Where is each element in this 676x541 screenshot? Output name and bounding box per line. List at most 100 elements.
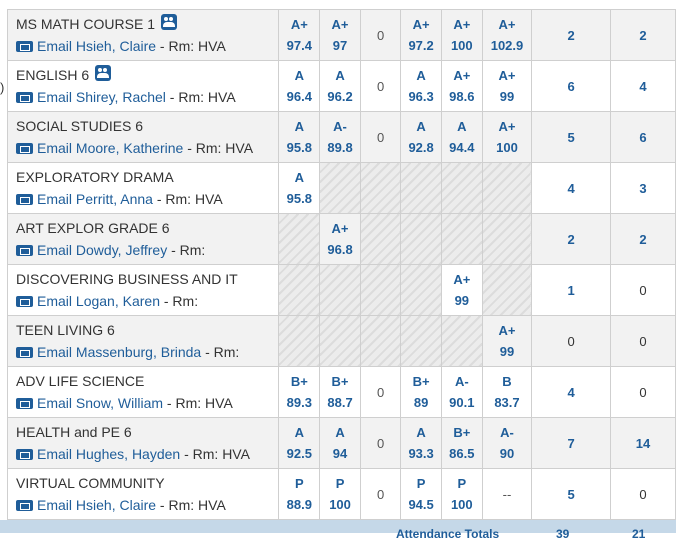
- email-teacher-link[interactable]: Email Perritt, Anna: [37, 191, 153, 207]
- grade-letter: A: [294, 170, 305, 185]
- room-label: - Rm: HVA: [165, 89, 236, 105]
- email-icon[interactable]: [16, 244, 33, 256]
- absences-count[interactable]: 5: [531, 111, 611, 163]
- grade-cell[interactable]: A+ 97.4: [278, 9, 321, 61]
- grade-letter: P: [295, 476, 304, 491]
- tardies-count: 0: [609, 264, 676, 316]
- grade-cell[interactable]: A+ 100: [440, 9, 483, 61]
- absences-count[interactable]: 7: [531, 417, 611, 469]
- grade-cell: [278, 213, 321, 265]
- email-icon[interactable]: [16, 346, 33, 358]
- teacher-line: Email Logan, Karen - Rm:: [16, 290, 278, 312]
- class-name-line: DISCOVERING BUSINESS AND IT: [16, 268, 278, 290]
- grade-cell[interactable]: A- 89.8: [319, 111, 361, 163]
- teacher-line: Email Shirey, Rachel - Rm: HVA: [16, 86, 278, 108]
- grade-letter: A+: [331, 221, 349, 236]
- grade-cell[interactable]: A+ 98.6: [440, 60, 483, 112]
- grade-cell[interactable]: A+ 97.2: [400, 9, 442, 61]
- group-icon[interactable]: [95, 65, 112, 82]
- email-icon[interactable]: [16, 142, 33, 154]
- grade-cell[interactable]: A+ 100: [481, 111, 533, 163]
- grade-cell[interactable]: B 83.7: [481, 366, 533, 418]
- grade-percent: 99: [499, 344, 515, 359]
- grade-cell[interactable]: A+ 96.8: [319, 213, 361, 265]
- grade-cell: [359, 162, 402, 214]
- grade-cell[interactable]: P 100: [440, 468, 483, 520]
- grade-cell[interactable]: B+ 86.5: [440, 417, 483, 469]
- absences-count[interactable]: 2: [531, 213, 611, 265]
- grade-letter: P: [416, 476, 426, 491]
- grade-cell[interactable]: A 92.5: [278, 417, 321, 469]
- grade-cell[interactable]: P 88.9: [278, 468, 321, 520]
- email-icon[interactable]: [16, 499, 33, 511]
- grade-cell[interactable]: A- 90.1: [440, 366, 483, 418]
- grade-cell[interactable]: A 96.4: [278, 60, 321, 112]
- grade-percent: 93.3: [408, 446, 434, 461]
- group-icon[interactable]: [160, 14, 177, 31]
- tardies-count[interactable]: 6: [609, 111, 676, 163]
- email-label: Email: [37, 140, 73, 156]
- absences-count[interactable]: 4: [531, 162, 611, 214]
- grade-cell[interactable]: P 94.5: [400, 468, 442, 520]
- tardies-count[interactable]: 3: [609, 162, 676, 214]
- grade-cell[interactable]: A 93.3: [400, 417, 442, 469]
- grade-cell[interactable]: A 96.3: [400, 60, 442, 112]
- email-icon[interactable]: [16, 91, 33, 103]
- tardies-count[interactable]: 2: [609, 213, 676, 265]
- email-teacher-link[interactable]: Email Hughes, Hayden: [37, 446, 180, 462]
- email-teacher-link[interactable]: Email Moore, Katherine: [37, 140, 183, 156]
- grade-cell[interactable]: A 96.2: [319, 60, 361, 112]
- grade-cell[interactable]: P 100: [319, 468, 361, 520]
- absences-count[interactable]: 4: [531, 366, 611, 418]
- class-cell: VIRTUAL COMMUNITY Email Hsieh, Claire - R…: [6, 468, 280, 520]
- grade-cell[interactable]: A+ 99: [481, 315, 533, 367]
- grade-cell[interactable]: A 92.8: [400, 111, 442, 163]
- email-icon[interactable]: [16, 448, 33, 460]
- class-name-line: VIRTUAL COMMUNITY: [16, 472, 278, 494]
- email-teacher-link[interactable]: Email Shirey, Rachel: [37, 89, 166, 105]
- tardies-count[interactable]: 14: [609, 417, 676, 469]
- grade-percent: 94.5: [408, 497, 434, 512]
- grade-cell[interactable]: A+ 99: [440, 264, 483, 316]
- email-teacher-link[interactable]: Email Dowdy, Jeffrey: [37, 242, 167, 258]
- class-name: EXPLORATORY DRAMA: [16, 169, 174, 185]
- absences-count[interactable]: 6: [531, 60, 611, 112]
- email-label: Email: [37, 344, 73, 360]
- email-teacher-link[interactable]: Email Logan, Karen: [37, 293, 160, 309]
- email-teacher-link[interactable]: Email Hsieh, Claire: [37, 497, 156, 513]
- grade-percent: 90.1: [449, 395, 475, 410]
- absences-count[interactable]: 5: [531, 468, 611, 520]
- email-icon[interactable]: [16, 295, 33, 307]
- grade-cell[interactable]: A 94: [319, 417, 361, 469]
- grade-cell[interactable]: B+ 89: [400, 366, 442, 418]
- grade-cell[interactable]: A+ 99: [481, 60, 533, 112]
- grade-cell[interactable]: A 95.8: [278, 111, 321, 163]
- grade-cell[interactable]: A 95.8: [278, 162, 321, 214]
- email-teacher-link[interactable]: Email Snow, William: [37, 395, 163, 411]
- grade-cell[interactable]: B+ 88.7: [319, 366, 361, 418]
- email-icon[interactable]: [16, 397, 33, 409]
- tardies-count[interactable]: 4: [609, 60, 676, 112]
- absences-count[interactable]: 1: [531, 264, 611, 316]
- teacher-name: Dowdy, Jeffrey: [75, 242, 168, 258]
- grade-cell[interactable]: B+ 89.3: [278, 366, 321, 418]
- grade-letter: A+: [453, 17, 471, 32]
- class-name: HEALTH and PE 6: [16, 424, 132, 440]
- class-row: TEEN LIVING 6 Email Massenburg, Brinda - …: [6, 315, 676, 367]
- email-icon[interactable]: [16, 193, 33, 205]
- grade-cell[interactable]: A+ 102.9: [481, 9, 533, 61]
- grade-cell[interactable]: A+ 97: [319, 9, 361, 61]
- email-teacher-link[interactable]: Email Hsieh, Claire: [37, 38, 156, 54]
- grade-percent: 89: [413, 395, 429, 410]
- tardies-count[interactable]: 2: [609, 9, 676, 61]
- absences-count[interactable]: 2: [531, 9, 611, 61]
- email-teacher-link[interactable]: Email Massenburg, Brinda: [37, 344, 201, 360]
- teacher-line: Email Hsieh, Claire - Rm: HVA: [16, 494, 278, 516]
- grade-cell[interactable]: A- 90: [481, 417, 533, 469]
- grade-cell[interactable]: A 94.4: [440, 111, 483, 163]
- grade-percent: 83.7: [494, 395, 520, 410]
- grade-percent: 94.4: [449, 140, 475, 155]
- teacher-name: Hsieh, Claire: [75, 38, 157, 54]
- email-icon[interactable]: [16, 40, 33, 52]
- grade-cell: [278, 315, 321, 367]
